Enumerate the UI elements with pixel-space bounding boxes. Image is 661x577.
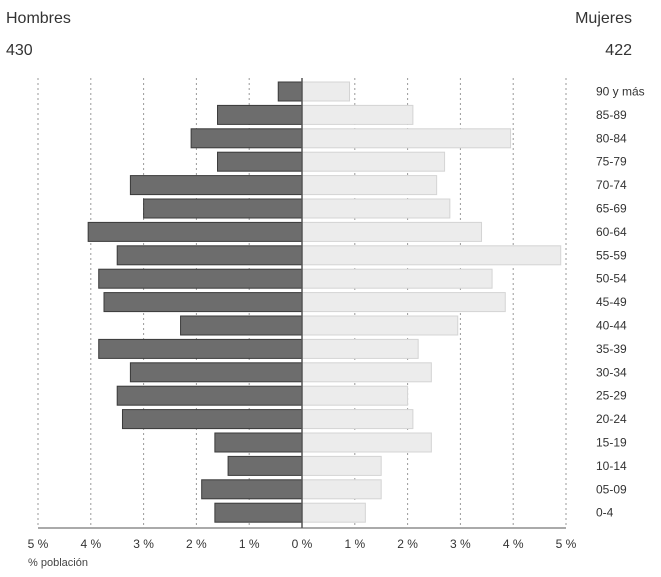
x-tick-label: 2 % [186, 537, 207, 551]
bar-hombres [129, 362, 303, 383]
age-label: 35-39 [596, 342, 627, 356]
bar-hombres [116, 245, 303, 266]
bar-hombres [103, 292, 303, 313]
x-tick-label: 2 % [397, 537, 418, 551]
x-tick-label: 5 % [556, 537, 577, 551]
age-label: 70-74 [596, 178, 627, 192]
bar-mujeres [301, 81, 351, 102]
bar-hombres [116, 385, 303, 406]
x-tick-label: 4 % [80, 537, 101, 551]
bar-mujeres [301, 362, 432, 383]
bars [38, 78, 566, 529]
x-tick-label: 4 % [503, 537, 524, 551]
x-tick-label: 5 % [28, 537, 49, 551]
age-label: 40-44 [596, 319, 627, 333]
age-label: 50-54 [596, 272, 627, 286]
age-labels: 90 y más 85-89 80-84 75-79 70-74 65-69 60-64 55… [596, 85, 645, 520]
bar-mujeres [301, 502, 366, 523]
bar-mujeres [301, 292, 506, 313]
age-label: 20-24 [596, 412, 627, 426]
bar-hombres [121, 409, 303, 430]
age-label: 60-64 [596, 225, 627, 239]
age-label: 55-59 [596, 248, 627, 262]
bar-mujeres [301, 268, 493, 289]
bar-mujeres [301, 479, 382, 500]
bar-hombres [201, 479, 303, 500]
bar-mujeres [301, 151, 446, 172]
x-tick-label: 1 % [239, 537, 260, 551]
bar-mujeres [301, 175, 438, 196]
age-label: 30-34 [596, 365, 627, 379]
left-series-total: 430 [6, 42, 33, 59]
age-label: 45-49 [596, 295, 627, 309]
x-tick-label: 0 % [292, 537, 313, 551]
age-label: 75-79 [596, 155, 627, 169]
bar-hombres [214, 502, 303, 523]
bar-hombres [129, 175, 303, 196]
bar-mujeres [301, 104, 414, 125]
bar-mujeres [301, 245, 562, 266]
bar-hombres [180, 315, 303, 336]
right-series-total: 422 [605, 42, 632, 59]
x-tick-label: 3 % [450, 537, 471, 551]
bar-mujeres [301, 455, 382, 476]
x-axis-label: % población [28, 557, 88, 569]
x-tick-label: 1 % [344, 537, 365, 551]
bar-mujeres [301, 128, 512, 149]
bar-hombres [143, 198, 303, 219]
age-label: 05-09 [596, 482, 627, 496]
bar-mujeres [301, 409, 414, 430]
x-tick-labels: 5 % 4 % 3 % 2 % 1 % 0 % 1 % 2 % 3 % 4 % 5 % [28, 537, 577, 551]
x-tick-label: 3 % [133, 537, 154, 551]
age-label: 25-29 [596, 389, 627, 403]
age-label: 90 y más [596, 85, 645, 99]
bar-hombres [190, 128, 303, 149]
bar-mujeres [301, 198, 451, 219]
age-label: 0-4 [596, 506, 614, 520]
bar-hombres [98, 338, 303, 359]
bar-hombres [217, 104, 303, 125]
bar-hombres [87, 221, 303, 242]
bar-hombres [227, 455, 303, 476]
bar-hombres [217, 151, 303, 172]
age-label: 85-89 [596, 108, 627, 122]
bar-hombres [214, 432, 303, 453]
bar-hombres [277, 81, 303, 102]
right-series-label: Mujeres [575, 10, 632, 27]
left-series-label: Hombres [6, 10, 71, 27]
age-label: 15-19 [596, 436, 627, 450]
age-label: 10-14 [596, 459, 627, 473]
bar-hombres [98, 268, 303, 289]
bar-mujeres [301, 315, 459, 336]
bar-mujeres [301, 338, 419, 359]
age-label: 65-69 [596, 202, 627, 216]
bar-mujeres [301, 385, 409, 406]
age-label: 80-84 [596, 131, 627, 145]
bar-mujeres [301, 432, 432, 453]
bar-mujeres [301, 221, 483, 242]
